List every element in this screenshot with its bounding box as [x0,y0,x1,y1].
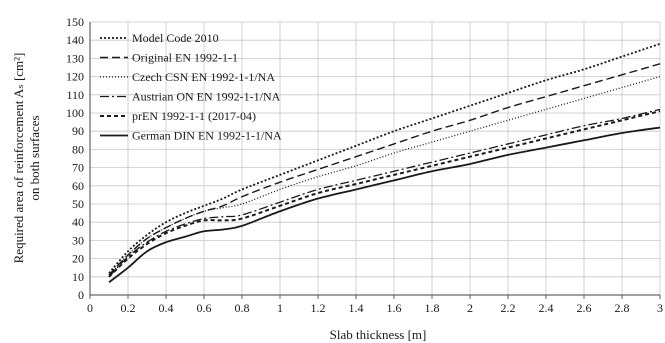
y-tick-label: 140 [66,33,84,47]
series-line-5 [108,110,661,278]
y-axis-title-line1: Required area of reinforcement Aₛ [cm²] [11,53,26,264]
x-tick-label: 0.8 [235,301,250,315]
x-tick-label: 2 [467,301,473,315]
y-tick-label: 10 [72,270,84,284]
y-tick-label: 90 [72,124,84,138]
y-tick-label: 80 [72,142,84,156]
legend-label-3: Czech CSN EN 1992-1-1/NA [132,70,275,84]
grid [89,21,661,296]
x-tick-label: 1.6 [387,301,402,315]
x-tick-label: 1.2 [311,301,326,315]
x-tick-label: 0.4 [159,301,174,315]
series-line-2 [108,63,661,276]
x-tick-label: 1.8 [425,301,440,315]
y-tick-label: 40 [72,215,84,229]
x-tick-label: 0.2 [121,301,136,315]
x-tick-label: 2.4 [539,301,554,315]
series-layer [108,42,661,283]
x-tick-label: 2.6 [577,301,592,315]
y-tick-label: 120 [66,70,84,84]
y-axis-title-line2: on both surfaces [27,115,42,200]
series-line-1 [108,42,661,274]
legend-label-6: German DIN EN 1992-1-1/NA [132,129,282,143]
x-tick-label: 1.4 [349,301,364,315]
x-tick-label: 0.6 [197,301,212,315]
y-tick-label: 130 [66,51,84,65]
y-tick-label: 50 [72,197,84,211]
x-tick-label: 2.8 [615,301,630,315]
legend-label-5: prEN 1992-1-1 (2017-04) [132,109,256,123]
y-tick-label: 0 [78,288,84,302]
legend-label-4: Austrian ON EN 1992-1-1/NA [132,90,281,104]
y-tick-label: 30 [72,233,84,247]
legend-label-2: Original EN 1992-1-1 [132,51,238,65]
x-tick-label: 3 [657,301,663,315]
y-tick-label: 100 [66,106,84,120]
legend-label-1: Model Code 2010 [132,31,219,45]
series-line-6 [108,126,661,283]
x-axis-title: Slab thickness [m] [330,327,427,342]
y-tick-label: 70 [72,161,84,175]
axes [89,22,661,299]
tick-labels: 0 10 20 30 40 50 60 70 80 90 100 110 120 130 140 150 0 0.… [66,15,663,315]
series-line-4 [108,108,661,278]
x-tick-label: 0 [87,301,93,315]
y-tick-label: 60 [72,179,84,193]
x-tick-label: 1 [277,301,283,315]
y-tick-label: 110 [66,88,84,102]
legend: Model Code 2010 Original EN 1992-1-1 Czech… [100,31,282,143]
y-tick-label: 150 [66,15,84,29]
y-tick-label: 20 [72,252,84,266]
x-tick-label: 2.2 [501,301,516,315]
series-line-3 [108,75,661,276]
